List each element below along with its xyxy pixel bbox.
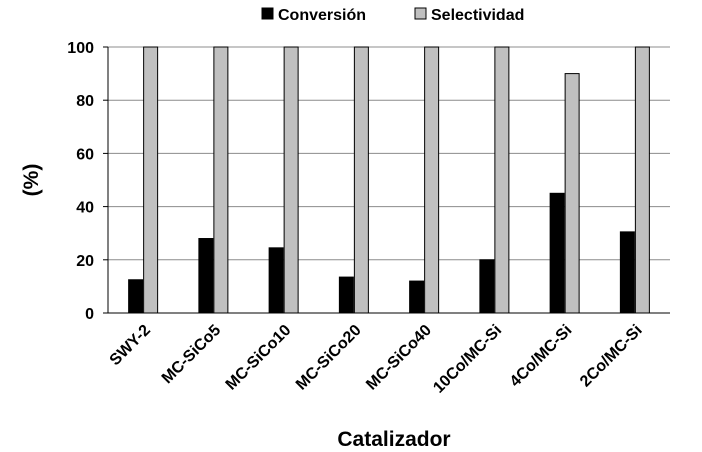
- x-tick-label: 2Co/MC-Si: [577, 322, 646, 391]
- y-tick-label: 60: [76, 146, 94, 163]
- y-tick-label: 40: [76, 200, 94, 217]
- x-tick-label: MC-SiCo20: [293, 322, 365, 394]
- x-tick-label: 10Co/MC-Si: [430, 322, 505, 397]
- bar-selectivity-7: [634, 46, 650, 314]
- legend-label-1: Selectividad: [431, 7, 524, 24]
- x-tick-label: MC-SiCo5: [159, 322, 225, 388]
- bar-conversion-2: [268, 247, 284, 314]
- x-axis-title: Catalizador: [337, 428, 450, 451]
- gridlines: [108, 46, 670, 261]
- bar-selectivity-6: [564, 73, 580, 314]
- bar-conversion-0: [128, 279, 144, 314]
- y-tick-label: 0: [85, 306, 94, 323]
- bar-selectivity-2: [283, 46, 299, 314]
- legend-swatch-0: [261, 7, 274, 20]
- y-tick-label: 80: [76, 93, 94, 110]
- y-tick-label: 20: [76, 253, 94, 270]
- bar-conversion-4: [409, 280, 425, 314]
- bar-conversion-5: [479, 259, 495, 314]
- bar-selectivity-0: [143, 46, 159, 314]
- bar-selectivity-5: [494, 46, 510, 314]
- bar-conversion-1: [198, 238, 214, 314]
- y-axis-title: (%): [20, 164, 43, 197]
- bar-selectivity-1: [213, 46, 229, 314]
- bar-selectivity-4: [424, 46, 440, 314]
- bar-conversion-6: [549, 192, 565, 314]
- x-tick-label: SWY-2: [107, 322, 154, 369]
- x-tick-label: MC-SiCo10: [223, 322, 295, 394]
- legend-label-0: Conversión: [278, 7, 366, 24]
- bars: [128, 46, 650, 314]
- legend: Conversión Selectividad: [261, 7, 524, 24]
- axes: [103, 46, 670, 314]
- x-tick-labels: SWY-2 MC-SiCo5MC-SiCo10MC-SiCo20MC-SiCo40…: [107, 322, 646, 397]
- x-tick-label: 4Co/MC-Si: [507, 322, 576, 391]
- y-tick-labels: 0 20 40 60 80 100: [67, 40, 94, 323]
- x-tick-label: MC-SiCo40: [363, 322, 435, 394]
- bar-conversion-3: [338, 276, 354, 314]
- bar-conversion-7: [619, 231, 635, 314]
- legend-swatch-1: [414, 7, 427, 20]
- y-tick-label: 100: [67, 40, 94, 57]
- bar-selectivity-3: [353, 46, 369, 314]
